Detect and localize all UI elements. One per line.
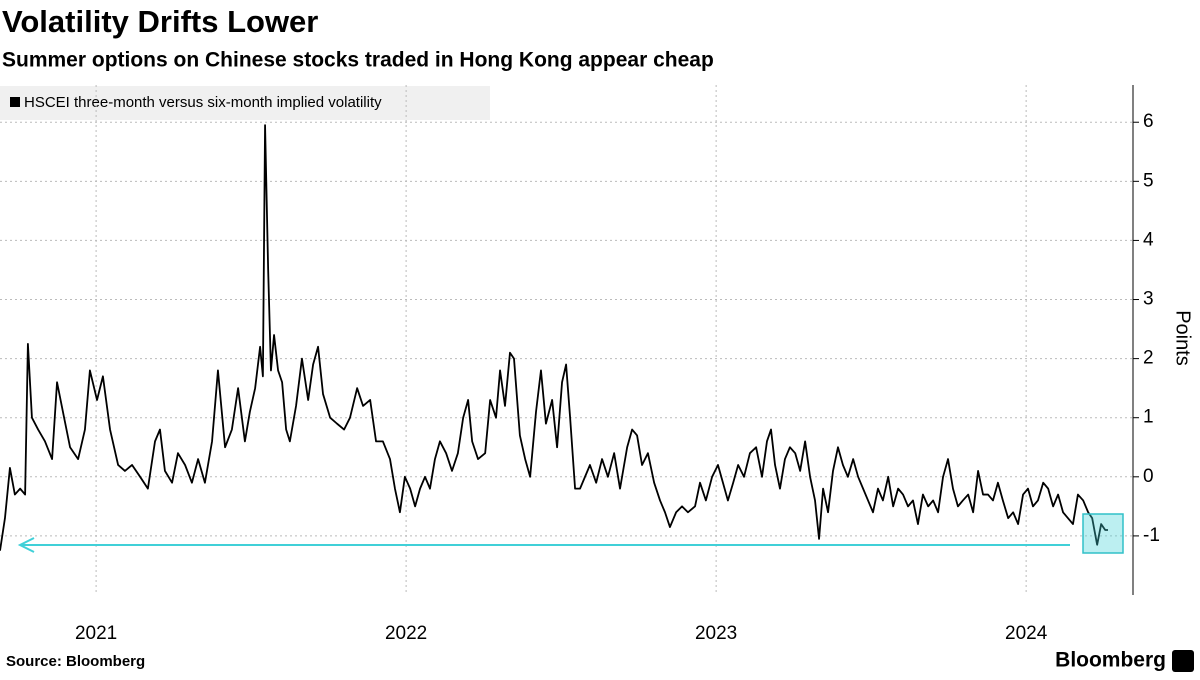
x-tick-label: 2024 (1005, 623, 1048, 644)
y-tick-label: 2 (1143, 348, 1154, 369)
y-tick-label: 6 (1143, 111, 1154, 132)
y-tick-label: -1 (1143, 525, 1160, 546)
data-line (0, 124, 1108, 551)
chart-subtitle: Summer options on Chinese stocks traded … (2, 49, 714, 72)
source: Source: Bloomberg (6, 653, 145, 670)
annotation-arrowhead (17, 537, 35, 553)
chart-title: Volatility Drifts Lower (2, 4, 318, 39)
y-tick-label: 1 (1143, 407, 1154, 428)
y-axis-label: Points (1172, 310, 1194, 366)
brand: Bloomberg (1055, 649, 1166, 672)
y-tick-label: 0 (1143, 466, 1154, 487)
plot: -1 0 1 2 3 4 5 6 2021 2022 2023 2024 (0, 85, 1160, 644)
x-tick-label: 2023 (695, 623, 737, 644)
brand-icon (1172, 650, 1194, 672)
legend-box (0, 86, 490, 120)
legend-label: HSCEI three-month versus six-month impli… (24, 94, 382, 111)
x-tick-label: 2022 (385, 623, 427, 644)
legend-swatch (10, 97, 20, 107)
y-tick-label: 4 (1143, 229, 1154, 250)
x-tick-label: 2021 (75, 623, 117, 644)
annotation-box (1082, 513, 1124, 554)
y-tick-label: 3 (1143, 289, 1154, 310)
y-tick-label: 5 (1143, 170, 1154, 191)
